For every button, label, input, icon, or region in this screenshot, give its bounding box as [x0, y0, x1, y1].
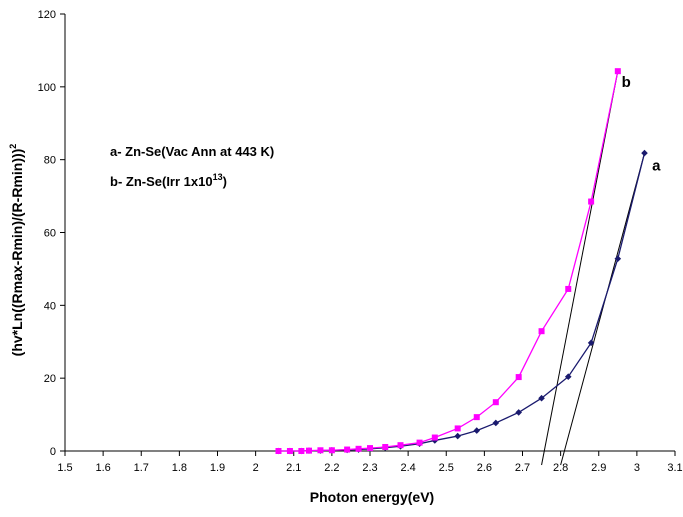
data-point-b — [473, 414, 480, 421]
tangent-line-b — [541, 71, 619, 466]
y-ticks: 0 20 40 60 80 100 120 — [38, 9, 65, 458]
data-point-b — [588, 198, 595, 205]
data-point-a — [538, 394, 545, 402]
x-tick-label: 2.5 — [439, 462, 454, 474]
x-tick-label: 3.1 — [667, 462, 682, 474]
data-point-b — [431, 434, 438, 441]
data-point-a — [564, 373, 572, 381]
x-tick-label: 3 — [634, 462, 640, 474]
data-point-b — [344, 446, 351, 453]
series-label-a: a — [652, 158, 661, 175]
y-axis-title: (hv*Ln((Rmax-Rmin)/(R-Rmin)))2 — [8, 144, 25, 357]
data-point-b — [397, 442, 404, 449]
data-point-b — [538, 328, 545, 335]
data-point-b — [454, 425, 461, 432]
series-labels: ab — [622, 74, 662, 175]
data-point-b — [275, 448, 282, 454]
data-point-b — [355, 445, 362, 452]
x-tick-label: 1.5 — [57, 462, 72, 474]
x-tick-label: 2.4 — [400, 462, 415, 474]
x-axis-title: Photon energy(eV) — [310, 489, 434, 505]
x-tick-label: 2.6 — [477, 462, 492, 474]
series-label-b: b — [622, 74, 631, 91]
series-line-a — [278, 152, 646, 452]
x-tick-label: 2.8 — [553, 462, 568, 474]
x-tick-label: 1.9 — [210, 462, 225, 474]
y-tick-label: 120 — [38, 9, 56, 21]
tangent-lines — [541, 71, 645, 466]
tangent-line-a — [560, 152, 645, 466]
x-tick-label: 2.9 — [591, 462, 606, 474]
data-point-a — [454, 432, 461, 440]
series-line-b — [278, 71, 619, 452]
data-point-b — [367, 445, 373, 452]
data-point-b — [565, 285, 572, 292]
y-tick-label: 0 — [50, 446, 56, 458]
data-point-b — [317, 447, 324, 454]
x-tick-label: 2.3 — [362, 462, 377, 474]
data-point-b — [328, 447, 335, 454]
data-point-a — [614, 255, 622, 263]
x-tick-label: 1.6 — [95, 462, 110, 474]
data-point-a — [641, 149, 648, 157]
data-point-a — [587, 339, 595, 347]
x-tick-label: 1.8 — [172, 462, 187, 474]
y-tick-label: 100 — [38, 82, 56, 94]
data-point-b — [306, 447, 312, 454]
x-tick-label: 2.2 — [324, 462, 339, 474]
x-tick-label: 2 — [253, 462, 259, 474]
data-point-b — [298, 448, 305, 454]
data-point-a — [492, 419, 500, 427]
data-point-b — [286, 448, 293, 454]
x-tick-label: 1.7 — [134, 462, 149, 474]
series-group — [275, 68, 648, 455]
data-point-b — [382, 443, 389, 450]
data-point-b — [515, 374, 522, 381]
x-ticks: 1.5 1.6 1.7 1.8 1.9 2 2.1 2.2 2.3 2.4 2.5 2.6 2.7 2.8… — [57, 451, 683, 474]
x-tick-label: 2.7 — [515, 462, 530, 474]
y-tick-label: 40 — [44, 300, 56, 312]
y-tick-label: 20 — [44, 373, 56, 385]
data-point-a — [515, 409, 522, 416]
data-point-a — [473, 427, 481, 434]
series-b — [275, 68, 621, 454]
legend-entry-b: b- Zn-Se(Irr 1x1013) — [110, 172, 227, 189]
data-point-b — [614, 68, 621, 75]
data-point-b — [416, 439, 423, 446]
x-tick-label: 2.1 — [286, 462, 301, 474]
data-point-b — [492, 399, 499, 406]
legend-entry-a: a- Zn-Se(Vac Ann at 443 K) — [110, 144, 274, 159]
y-tick-label: 80 — [44, 155, 56, 167]
y-tick-label: 60 — [44, 228, 56, 240]
